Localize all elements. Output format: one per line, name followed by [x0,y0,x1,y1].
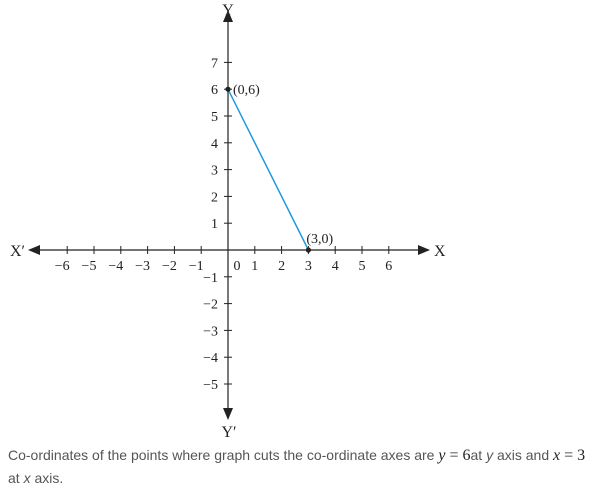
x-tick-label: 4 [332,259,339,274]
origin-label: 0 [234,259,241,274]
caption-text-5: axis. [30,470,64,486]
y-axis-arrow-down [223,408,233,420]
x-axis-arrow-right [418,245,430,255]
caption-text-4-var: x [23,470,31,486]
x-tick-label: 1 [251,259,258,274]
caption-text-2: at [470,447,487,463]
x-axis-name: X [434,243,446,260]
x-tick-label: −3 [135,259,150,274]
y-tick-label: −4 [203,351,218,366]
caption-text-2-var: y [486,447,494,463]
caption-eq1-var: y [438,447,446,464]
caption-text-4: at [8,470,24,486]
y-tick-label: 1 [211,217,218,232]
y-tick-label: 3 [211,164,218,179]
x-tick-label: 5 [359,259,366,274]
x-tick-label: 3 [305,259,312,274]
caption-equation-x: x = 3 [553,447,585,464]
y-tick-label: −5 [203,378,218,393]
y-tick-label: 2 [211,190,218,205]
x-tick-label: 6 [385,259,392,274]
point-label: (0,6) [233,83,260,98]
y-tick-label: −3 [203,324,218,339]
caption: Co-ordinates of the points where graph c… [8,444,608,490]
y-tick-label: −1 [203,271,218,286]
y-tick-label: 4 [211,137,218,152]
x-tick-label: −1 [189,259,204,274]
y-axis-arrow-up [223,10,233,22]
caption-eq1-rest: = 6 [445,447,471,464]
y-tick-label: 7 [211,56,218,71]
y-axis-name: Y [222,2,234,19]
x-axis-arrow-left [28,245,40,255]
x-tick-label: −5 [82,259,97,274]
coordinate-graph: X X′ Y Y′ −6 −5 −4 −3 −2 −1 1 2 3 4 5 6 0 7 6 5 4 3 2 1 −1 −2 −3 −4… [10,2,446,440]
graph-line [227,88,310,251]
point-label: (3,0) [306,232,333,247]
x-axis-neg-name: X′ [10,243,25,260]
point-marker [305,247,311,253]
y-axis-neg-name: Y′ [221,424,236,440]
x-tick-label: −4 [108,259,123,274]
x-tick-label: −2 [162,259,177,274]
y-tick-label: 5 [211,110,218,125]
caption-eq2-var: x [553,447,561,464]
caption-eq2-rest: = 3 [560,447,586,464]
y-tick-label: −2 [203,298,218,313]
x-tick-label: 2 [278,259,285,274]
point-marker [225,86,231,92]
y-tick-label: 6 [211,83,218,98]
caption-text-1: Co-ordinates of the points where graph c… [8,447,435,463]
x-tick-label: −6 [55,259,70,274]
caption-text-3: axis and [493,447,550,463]
caption-equation-y: y = 6 [438,447,470,464]
